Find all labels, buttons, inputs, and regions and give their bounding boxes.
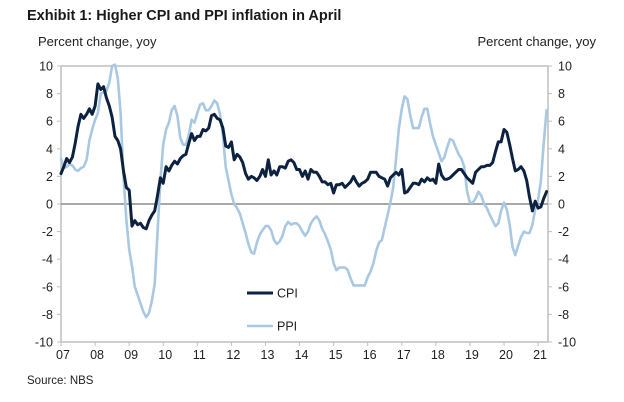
series-line-cpi: [59, 82, 549, 231]
legend-label-cpi: CPI: [277, 287, 298, 301]
y-tick-label-right: 2: [558, 170, 565, 184]
x-tick-label: 21: [533, 348, 547, 362]
y-tick-label-left: -2: [42, 225, 53, 239]
y-tick-label-left: -6: [42, 280, 53, 294]
series-line-ppi: [59, 63, 548, 319]
axes: [57, 65, 552, 346]
y-tick-label-left: -10: [35, 336, 53, 350]
y-tick-label-right: -4: [558, 253, 569, 267]
y-tick-label-left: 10: [39, 60, 53, 74]
y-tick-label-right: 8: [558, 87, 565, 101]
y-tick-label-left: 0: [46, 198, 53, 212]
x-tick-label: 08: [90, 348, 104, 362]
y-axis-label-left: Percent change, yoy: [38, 34, 157, 49]
x-tick-label: 19: [465, 348, 479, 362]
y-tick-label-right: -10: [558, 336, 576, 350]
legend: CPI PPI: [247, 287, 298, 334]
x-tick-label: 07: [56, 348, 70, 362]
x-tick-label: 09: [124, 348, 138, 362]
y-tick-label-right: -6: [558, 280, 569, 294]
series-lines: [59, 63, 549, 319]
y-tick-label-left: 4: [46, 142, 53, 156]
x-tick-label: 10: [158, 348, 172, 362]
x-tick-label: 11: [193, 348, 206, 362]
y-tick-label-right: -2: [558, 225, 569, 239]
y-tick-label-left: -8: [42, 308, 53, 322]
x-tick-label: 20: [499, 348, 513, 362]
source-note: Source: NBS: [27, 375, 94, 387]
y-axis-label-right: Percent change, yoy: [477, 34, 596, 49]
x-tick-label: 12: [226, 348, 240, 362]
y-tick-label-left: 2: [46, 170, 53, 184]
x-tick-label: 16: [363, 348, 377, 362]
x-tick-label: 13: [261, 348, 275, 362]
x-tick-label: 18: [431, 348, 445, 362]
y-tick-label-right: 0: [558, 198, 565, 212]
y-tick-label-right: -8: [558, 308, 569, 322]
y-tick-label-right: 4: [558, 142, 565, 156]
chart-title: Exhibit 1: Higher CPI and PPI inflation …: [27, 8, 342, 24]
x-tick-label: 17: [397, 348, 411, 362]
y-tick-label-left: -4: [42, 253, 53, 267]
x-tick-label: 15: [329, 348, 343, 362]
y-tick-label-right: 10: [558, 60, 572, 74]
x-tick-label: 14: [295, 348, 309, 362]
legend-label-ppi: PPI: [277, 320, 297, 334]
y-tick-label-right: 6: [558, 115, 565, 129]
y-tick-label-left: 6: [46, 115, 53, 129]
y-tick-label-left: 8: [46, 87, 53, 101]
